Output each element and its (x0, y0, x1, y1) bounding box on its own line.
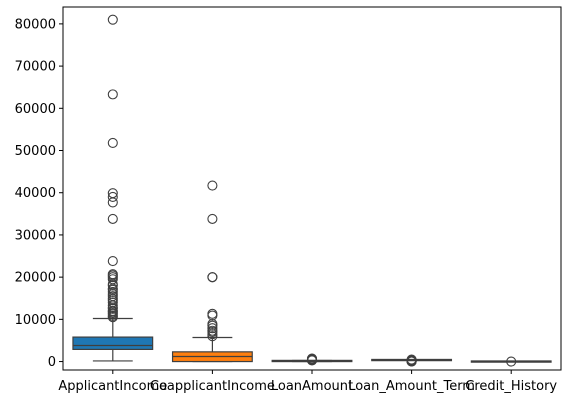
outlier-point (207, 272, 218, 283)
box-iqr (72, 336, 154, 351)
outlier-point (207, 323, 218, 334)
outlier-point (107, 269, 118, 280)
outlier-point (207, 180, 218, 191)
outlier-point (306, 353, 318, 364)
y-tick-label: 60000 (15, 102, 56, 117)
axes-frame (62, 6, 562, 371)
y-tick-label: 70000 (15, 60, 56, 75)
x-axis: ApplicantIncomeCoapplicantIncomeLoanAmou… (58, 370, 557, 394)
x-tick-label: Loan_Amount_Term (348, 379, 475, 394)
y-axis: 0 10000 20000 30000 40000 50000 60000 70000 8000… (15, 17, 63, 370)
x-tick-label: ApplicantIncome (58, 379, 167, 394)
y-tick-label: 30000 (15, 228, 56, 243)
y-tick-label: 20000 (15, 271, 56, 286)
y-tick-label: 40000 (15, 186, 56, 201)
outlier-point (107, 197, 118, 208)
outlier-point (107, 256, 118, 267)
box-applicantincome (72, 14, 154, 362)
outlier-point (207, 213, 218, 224)
box-coapplicantincome (171, 180, 253, 363)
y-tick-label: 50000 (15, 144, 56, 159)
x-tick-label: CoapplicantIncome (150, 379, 275, 394)
outlier-point (107, 14, 118, 25)
y-tick-label: 0 (48, 355, 56, 370)
box-loan-amount-term (371, 354, 453, 367)
outlier-point (406, 354, 417, 365)
outlier-point (107, 137, 118, 148)
outlier-point (107, 188, 118, 199)
outlier-point (107, 191, 118, 202)
box-loanamount (271, 353, 353, 366)
y-tick-label: 80000 (15, 17, 56, 32)
outlier-point (107, 89, 118, 100)
plot-area (72, 14, 552, 367)
x-tick-label: LoanAmount (271, 379, 353, 394)
y-tick-label: 10000 (15, 313, 56, 328)
outlier-point (107, 213, 118, 224)
outlier-point (207, 308, 218, 319)
outlier-point (207, 318, 218, 330)
outlier-point (506, 356, 517, 367)
outlier-point (207, 325, 218, 336)
box-credit-history (470, 356, 552, 367)
x-tick-label: Credit_History (465, 379, 557, 394)
